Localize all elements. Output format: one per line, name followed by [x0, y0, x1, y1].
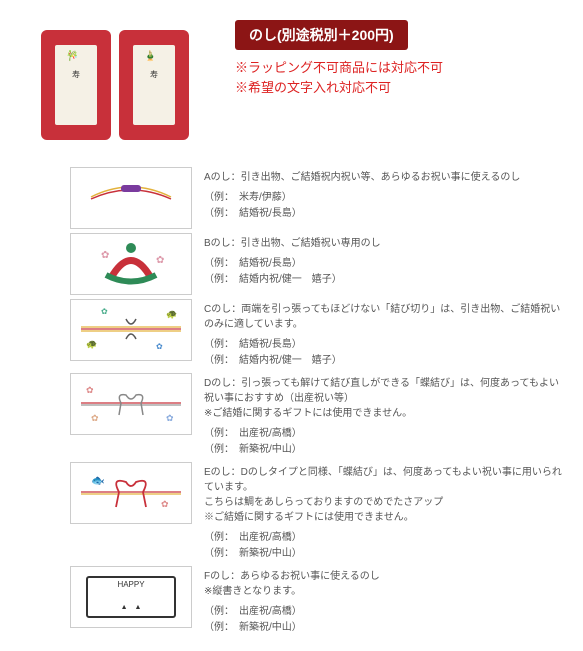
- notice-lines: ※ラッピング不可商品には対応不可 ※希望の文字入れ対応不可: [235, 58, 443, 97]
- svg-text:🐢: 🐢: [86, 339, 97, 349]
- option-d: ✿ ✿ ✿ Dのし：引っ張っても解けて結び直しができる「蝶結び」は、何度あっても…: [70, 373, 568, 458]
- happy-frame: HAPPY: [86, 576, 176, 618]
- desc-text-c: Cのし：両端を引っ張ってもほどけない「結び切り」は、引き出物、ご結婚祝いのみに適…: [204, 302, 568, 332]
- desc-text-f: Fのし：あらゆるお祝い事に使えるのし ※縦書きとなります。: [204, 569, 380, 599]
- desc-d: Dのし：引っ張っても解けて結び直しができる「蝶結び」は、何度あってもよい祝い事に…: [204, 373, 568, 458]
- desc-text-d: Dのし：引っ張っても解けて結び直しができる「蝶結び」は、何度あってもよい祝い事に…: [204, 376, 568, 421]
- svg-text:✿: ✿: [101, 307, 108, 316]
- example-a-2: （例： 結婚祝/長島）: [204, 206, 520, 221]
- example-c-1: （例： 結婚祝/長島）: [204, 337, 568, 352]
- svg-text:✿: ✿: [161, 499, 169, 509]
- svg-text:🐟: 🐟: [91, 475, 105, 487]
- example-e-1: （例： 出産祝/高橋）: [204, 530, 568, 545]
- examples-d: （例： 出産祝/高橋） （例： 新築祝/中山）: [204, 426, 568, 457]
- thumb-e: 🐟 ✿: [70, 462, 192, 524]
- example-b-2: （例： 結婚内祝/健一 嬉子）: [204, 272, 381, 287]
- option-c: 🐢 🐢 ✿ ✿ Cのし：両端を引っ張ってもほどけない「結び切り」は、引き出物、ご…: [70, 299, 568, 369]
- option-e: 🐟 ✿ Eのし：Dのしタイプと同様、「蝶結び」は、何度あってもよい祝い事に用いら…: [70, 462, 568, 562]
- svg-text:✿: ✿: [91, 413, 99, 423]
- example-c-2: （例： 結婚内祝/健一 嬉子）: [204, 353, 568, 368]
- svg-text:✿: ✿: [166, 413, 174, 423]
- notice-line-2: ※希望の文字入れ対応不可: [235, 78, 443, 98]
- gift-box-right: 🎍寿: [119, 30, 189, 140]
- svg-text:🐢: 🐢: [166, 309, 177, 319]
- thumb-f: HAPPY: [70, 566, 192, 628]
- thumb-a: [70, 167, 192, 229]
- example-f-1: （例： 出産祝/高橋）: [204, 604, 380, 619]
- notice-line-1: ※ラッピング不可商品には対応不可: [235, 58, 443, 78]
- example-f-2: （例： 新築祝/中山）: [204, 620, 380, 635]
- thumb-c: 🐢 🐢 ✿ ✿: [70, 299, 192, 361]
- thumb-b: ✿ ✿: [70, 233, 192, 295]
- option-a: Aのし：引き出物、ご結婚祝内祝い等、あらゆるお祝い事に使えるのし （例： 米寿/…: [70, 167, 568, 229]
- desc-f: Fのし：あらゆるお祝い事に使えるのし ※縦書きとなります。 （例： 出産祝/高橋…: [204, 566, 380, 636]
- examples-a: （例： 米寿/伊藤） （例： 結婚祝/長島）: [204, 190, 520, 221]
- header-section: 🎋寿 🎍寿 のし(別途税別＋200円) ※ラッピング不可商品には対応不可 ※希望…: [15, 15, 568, 155]
- price-badge: のし(別途税別＋200円): [235, 20, 408, 50]
- header-text-block: のし(別途税別＋200円) ※ラッピング不可商品には対応不可 ※希望の文字入れ対…: [235, 15, 443, 97]
- svg-text:✿: ✿: [86, 385, 94, 395]
- desc-c: Cのし：両端を引っ張ってもほどけない「結び切り」は、引き出物、ご結婚祝いのみに適…: [204, 299, 568, 369]
- example-e-2: （例： 新築祝/中山）: [204, 546, 568, 561]
- examples-c: （例： 結婚祝/長島） （例： 結婚内祝/健一 嬉子）: [204, 337, 568, 368]
- option-b: ✿ ✿ Bのし：引き出物、ご結婚祝い専用のし （例： 結婚祝/長島） （例： 結…: [70, 233, 568, 295]
- desc-text-a: Aのし：引き出物、ご結婚祝内祝い等、あらゆるお祝い事に使えるのし: [204, 170, 520, 185]
- gift-box-left: 🎋寿: [41, 30, 111, 140]
- svg-text:✿: ✿: [156, 342, 163, 351]
- examples-b: （例： 結婚祝/長島） （例： 結婚内祝/健一 嬉子）: [204, 256, 381, 287]
- example-b-1: （例： 結婚祝/長島）: [204, 256, 381, 271]
- desc-a: Aのし：引き出物、ご結婚祝内祝い等、あらゆるお祝い事に使えるのし （例： 米寿/…: [204, 167, 520, 222]
- desc-e: Eのし：Dのしタイプと同様、「蝶結び」は、何度あってもよい祝い事に用いられていま…: [204, 462, 568, 562]
- examples-f: （例： 出産祝/高橋） （例： 新築祝/中山）: [204, 604, 380, 635]
- desc-text-b: Bのし：引き出物、ご結婚祝い専用のし: [204, 236, 381, 251]
- thumb-d: ✿ ✿ ✿: [70, 373, 192, 435]
- svg-text:✿: ✿: [156, 255, 164, 266]
- example-a-1: （例： 米寿/伊藤）: [204, 190, 520, 205]
- example-d-1: （例： 出産祝/高橋）: [204, 426, 568, 441]
- svg-text:✿: ✿: [101, 250, 109, 261]
- example-d-2: （例： 新築祝/中山）: [204, 442, 568, 457]
- option-f: HAPPY Fのし：あらゆるお祝い事に使えるのし ※縦書きとなります。 （例： …: [70, 566, 568, 636]
- desc-text-e: Eのし：Dのしタイプと同様、「蝶結び」は、何度あってもよい祝い事に用いられていま…: [204, 465, 568, 525]
- product-photo: 🎋寿 🎍寿: [15, 15, 215, 155]
- desc-b: Bのし：引き出物、ご結婚祝い専用のし （例： 結婚祝/長島） （例： 結婚内祝/…: [204, 233, 381, 288]
- options-list: Aのし：引き出物、ご結婚祝内祝い等、あらゆるお祝い事に使えるのし （例： 米寿/…: [15, 167, 568, 636]
- examples-e: （例： 出産祝/高橋） （例： 新築祝/中山）: [204, 530, 568, 561]
